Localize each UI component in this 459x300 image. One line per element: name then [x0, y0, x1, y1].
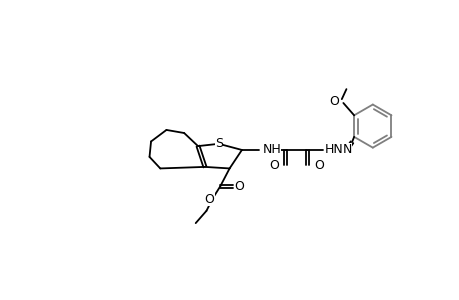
Text: O: O	[233, 180, 243, 193]
Text: HN: HN	[324, 143, 342, 156]
Text: O: O	[329, 95, 339, 108]
Text: O: O	[313, 159, 324, 172]
Text: O: O	[269, 159, 278, 172]
Text: NH: NH	[262, 143, 281, 157]
Text: S: S	[214, 137, 222, 150]
Text: O: O	[204, 193, 214, 206]
Text: N: N	[342, 143, 352, 156]
